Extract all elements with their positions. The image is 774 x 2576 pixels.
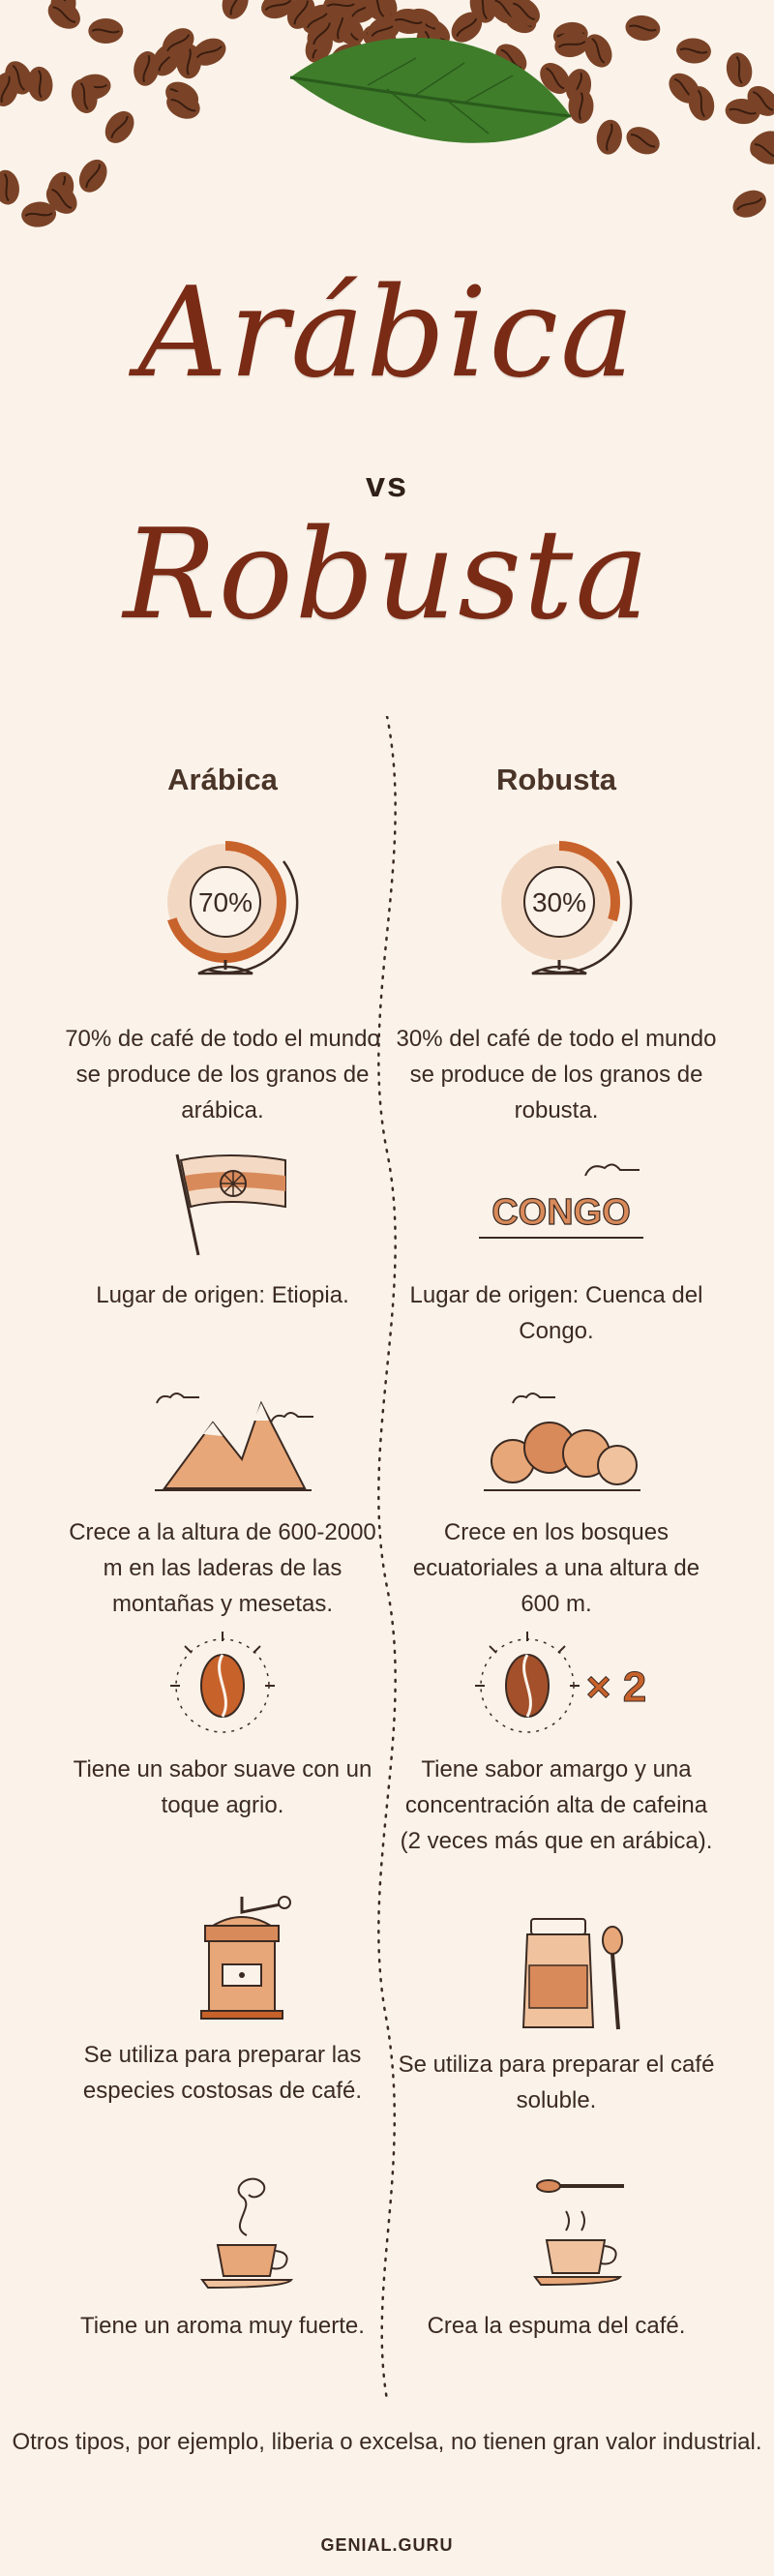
coffee-bean-x2-icon: × 2	[475, 1632, 647, 1733]
mountains-icon	[155, 1393, 313, 1491]
robusta-taste-text: Tiene sabor amargo y una concentración a…	[400, 1756, 713, 1854]
coffee-bean-icon	[0, 72, 19, 106]
coffee-bean-icon	[222, 0, 249, 19]
arabica-origin-text: Lugar de origen: Etiopia.	[96, 1282, 349, 1308]
foam-cup-icon	[533, 2179, 624, 2287]
coffee-bean-icon	[469, 0, 496, 23]
arabica-aroma-text: Tiene un aroma muy fuerte.	[80, 2313, 365, 2339]
coffee-bean-icon	[0, 169, 19, 205]
coffee-bean-icon	[750, 136, 774, 165]
coffee-bean-icon	[71, 78, 98, 113]
coffee-bean-icon	[554, 31, 589, 58]
coffee-bean-icon	[625, 15, 661, 42]
coffee-bean-icon	[568, 88, 594, 124]
globe-value-30: 30%	[532, 887, 586, 917]
coffee-bean-icon	[732, 190, 766, 218]
coffee-bean-icon	[391, 8, 427, 35]
dotted-divider	[377, 716, 397, 2400]
ethiopia-flag-icon	[175, 1153, 286, 1256]
brand-label: GENIAL.GURU	[320, 2535, 454, 2555]
aroma-cup-icon	[200, 2177, 294, 2290]
coffee-bean-icon	[134, 51, 160, 86]
coffee-bean-icon	[540, 63, 571, 94]
coffee-bean-icon	[725, 99, 760, 125]
robusta-foam-text: Crea la espuma del café.	[427, 2313, 686, 2339]
coffee-bean-icon	[688, 86, 715, 121]
globe-icon: 70%	[164, 841, 299, 975]
coffee-bean-icon	[596, 119, 622, 155]
robusta-production-text: 30% del café de todo el mundo se produce…	[396, 1026, 717, 1123]
coffee-bean-icon	[364, 0, 392, 21]
coffee-bean-icon	[323, 0, 359, 18]
jar-spoon-icon	[521, 1918, 623, 2030]
column-heading-arabica: Arábica	[167, 763, 278, 796]
coffee-bean-icon	[451, 12, 483, 43]
column-heading-robusta: Robusta	[496, 763, 616, 796]
title-arabica: Arábica	[137, 261, 637, 405]
arabica-altitude-text: Crece a la altura de 600-2000 m en las l…	[69, 1519, 376, 1617]
coffee-bean-icon	[47, 0, 80, 29]
arabica-production-text: 70% de café de todo el mundo se produce …	[65, 1026, 380, 1123]
coffee-bean-icon	[676, 38, 711, 64]
forest-icon	[484, 1393, 640, 1491]
arabica-taste-text: Tiene un sabor suave con un toque agrio.	[73, 1756, 372, 1818]
title-vs: vs	[365, 464, 409, 504]
coffee-bean-icon	[584, 34, 612, 68]
coffee-bean-icon	[261, 0, 295, 19]
coffee-bean-icon	[104, 110, 134, 143]
congo-label: CONGO	[491, 1192, 631, 1233]
coffee-bean-icon	[21, 201, 57, 227]
coffee-grinder-icon	[200, 1896, 291, 2020]
coffee-bean-icon	[726, 52, 753, 88]
arabica-usage-text: Se utiliza para preparar las especies co…	[82, 2042, 363, 2104]
coffee-bean-icon	[508, 0, 540, 26]
footer-note: Otros tipos, por ejemplo, liberia o exce…	[12, 2429, 762, 2455]
title-robusta: Robusta	[123, 503, 651, 647]
coffee-bean-icon	[286, 0, 315, 29]
coffee-bean-icon	[307, 17, 337, 50]
coffee-beans-header-icon	[0, 0, 774, 227]
coffee-bean-icon	[170, 1632, 275, 1733]
coffee-bean-icon	[166, 91, 200, 119]
globe-value-70: 70%	[198, 887, 253, 917]
coffee-bean-icon	[162, 28, 194, 58]
coffee-bean-icon	[45, 183, 77, 214]
x2-label: × 2	[586, 1663, 646, 1711]
coffee-bean-icon	[27, 66, 53, 102]
coffee-bean-icon	[626, 127, 660, 155]
robusta-altitude-text: Crece en los bosques ecuatoriales a una …	[412, 1519, 700, 1617]
robusta-usage-text: Se utiliza para preparar el café soluble…	[398, 2052, 715, 2113]
globe-icon: 30%	[498, 841, 633, 975]
coffee-bean-icon	[78, 159, 107, 193]
robusta-origin-text: Lugar de origen: Cuenca del Congo.	[409, 1282, 703, 1344]
coffee-bean-icon	[193, 38, 226, 66]
congo-sign-icon: CONGO	[479, 1163, 643, 1239]
coffee-bean-icon	[88, 17, 124, 45]
